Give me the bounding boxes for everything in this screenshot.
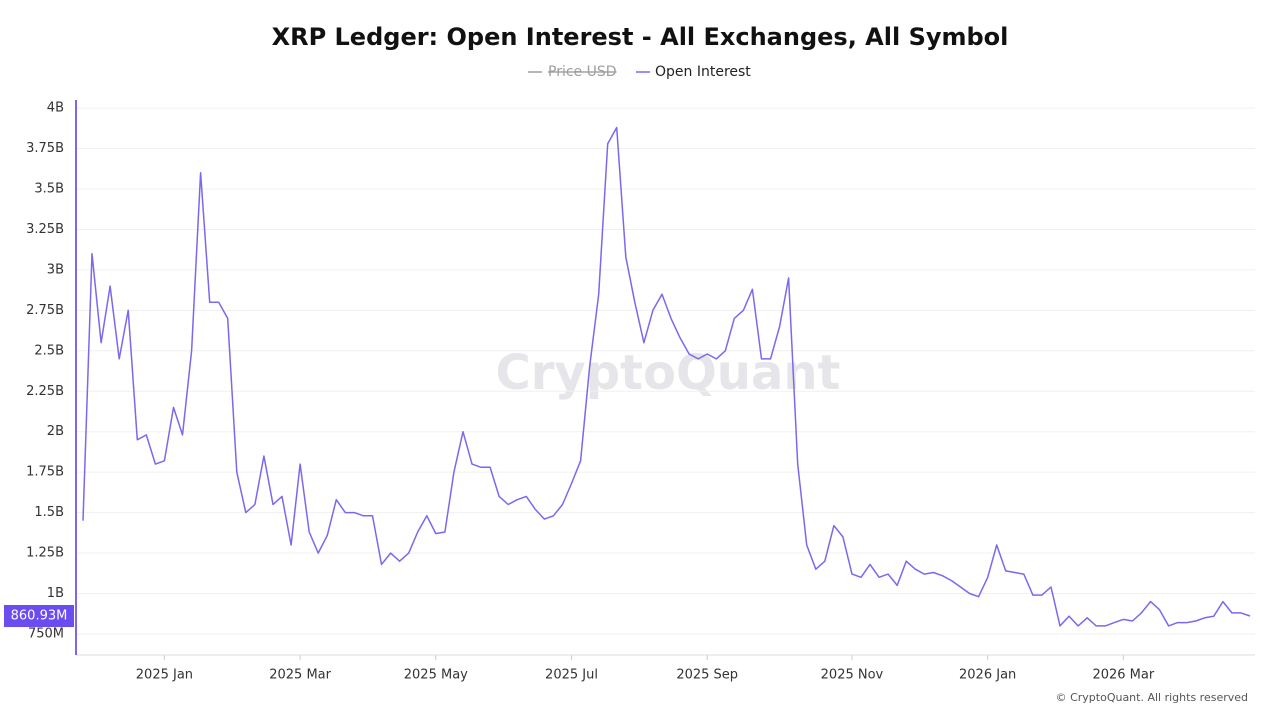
x-tick-label: 2026 Jan xyxy=(959,668,1016,683)
x-tick-label: 2026 Mar xyxy=(1092,668,1154,683)
y-tick-label: 2B xyxy=(47,424,64,439)
y-tick-label: 1.25B xyxy=(26,546,64,561)
footer: © CryptoQuant. All rights reserved xyxy=(1056,691,1248,704)
x-tick-label: 2025 Sep xyxy=(676,668,738,683)
x-tick-label: 2025 Mar xyxy=(269,668,331,683)
y-tick-label: 2.75B xyxy=(26,303,64,318)
y-tick-label: 2.25B xyxy=(26,384,64,399)
y-tick-label: 4B xyxy=(47,101,64,116)
chart-title: XRP Ledger: Open Interest - All Exchange… xyxy=(272,23,1009,51)
y-tick-label: 3.25B xyxy=(26,222,64,237)
x-tick-label: 2025 Jan xyxy=(136,668,193,683)
last-value-label: 860.93M xyxy=(11,609,68,624)
y-tick-label: 1.5B xyxy=(34,505,64,520)
x-tick-label: 2025 Nov xyxy=(821,668,884,683)
y-tick-label: 3.5B xyxy=(34,181,64,196)
y-tick-label: 1B xyxy=(47,586,64,601)
y-tick-label: 750M xyxy=(28,626,64,641)
y-tick-label: 2.5B xyxy=(34,343,64,358)
last-value-badge xyxy=(4,605,74,628)
y-tick-label: 3.75B xyxy=(26,141,64,156)
x-tick-label: 2025 May xyxy=(404,668,468,683)
data-line xyxy=(82,126,1251,627)
legend-label: Open Interest xyxy=(655,64,751,80)
y-tick-label: 1.75B xyxy=(26,465,64,480)
x-tick-label: 2025 Jul xyxy=(545,668,598,683)
watermark: CryptoQuant xyxy=(496,345,841,401)
legend-label: Price USD xyxy=(548,64,617,80)
y-tick-label: 3B xyxy=(47,262,64,277)
